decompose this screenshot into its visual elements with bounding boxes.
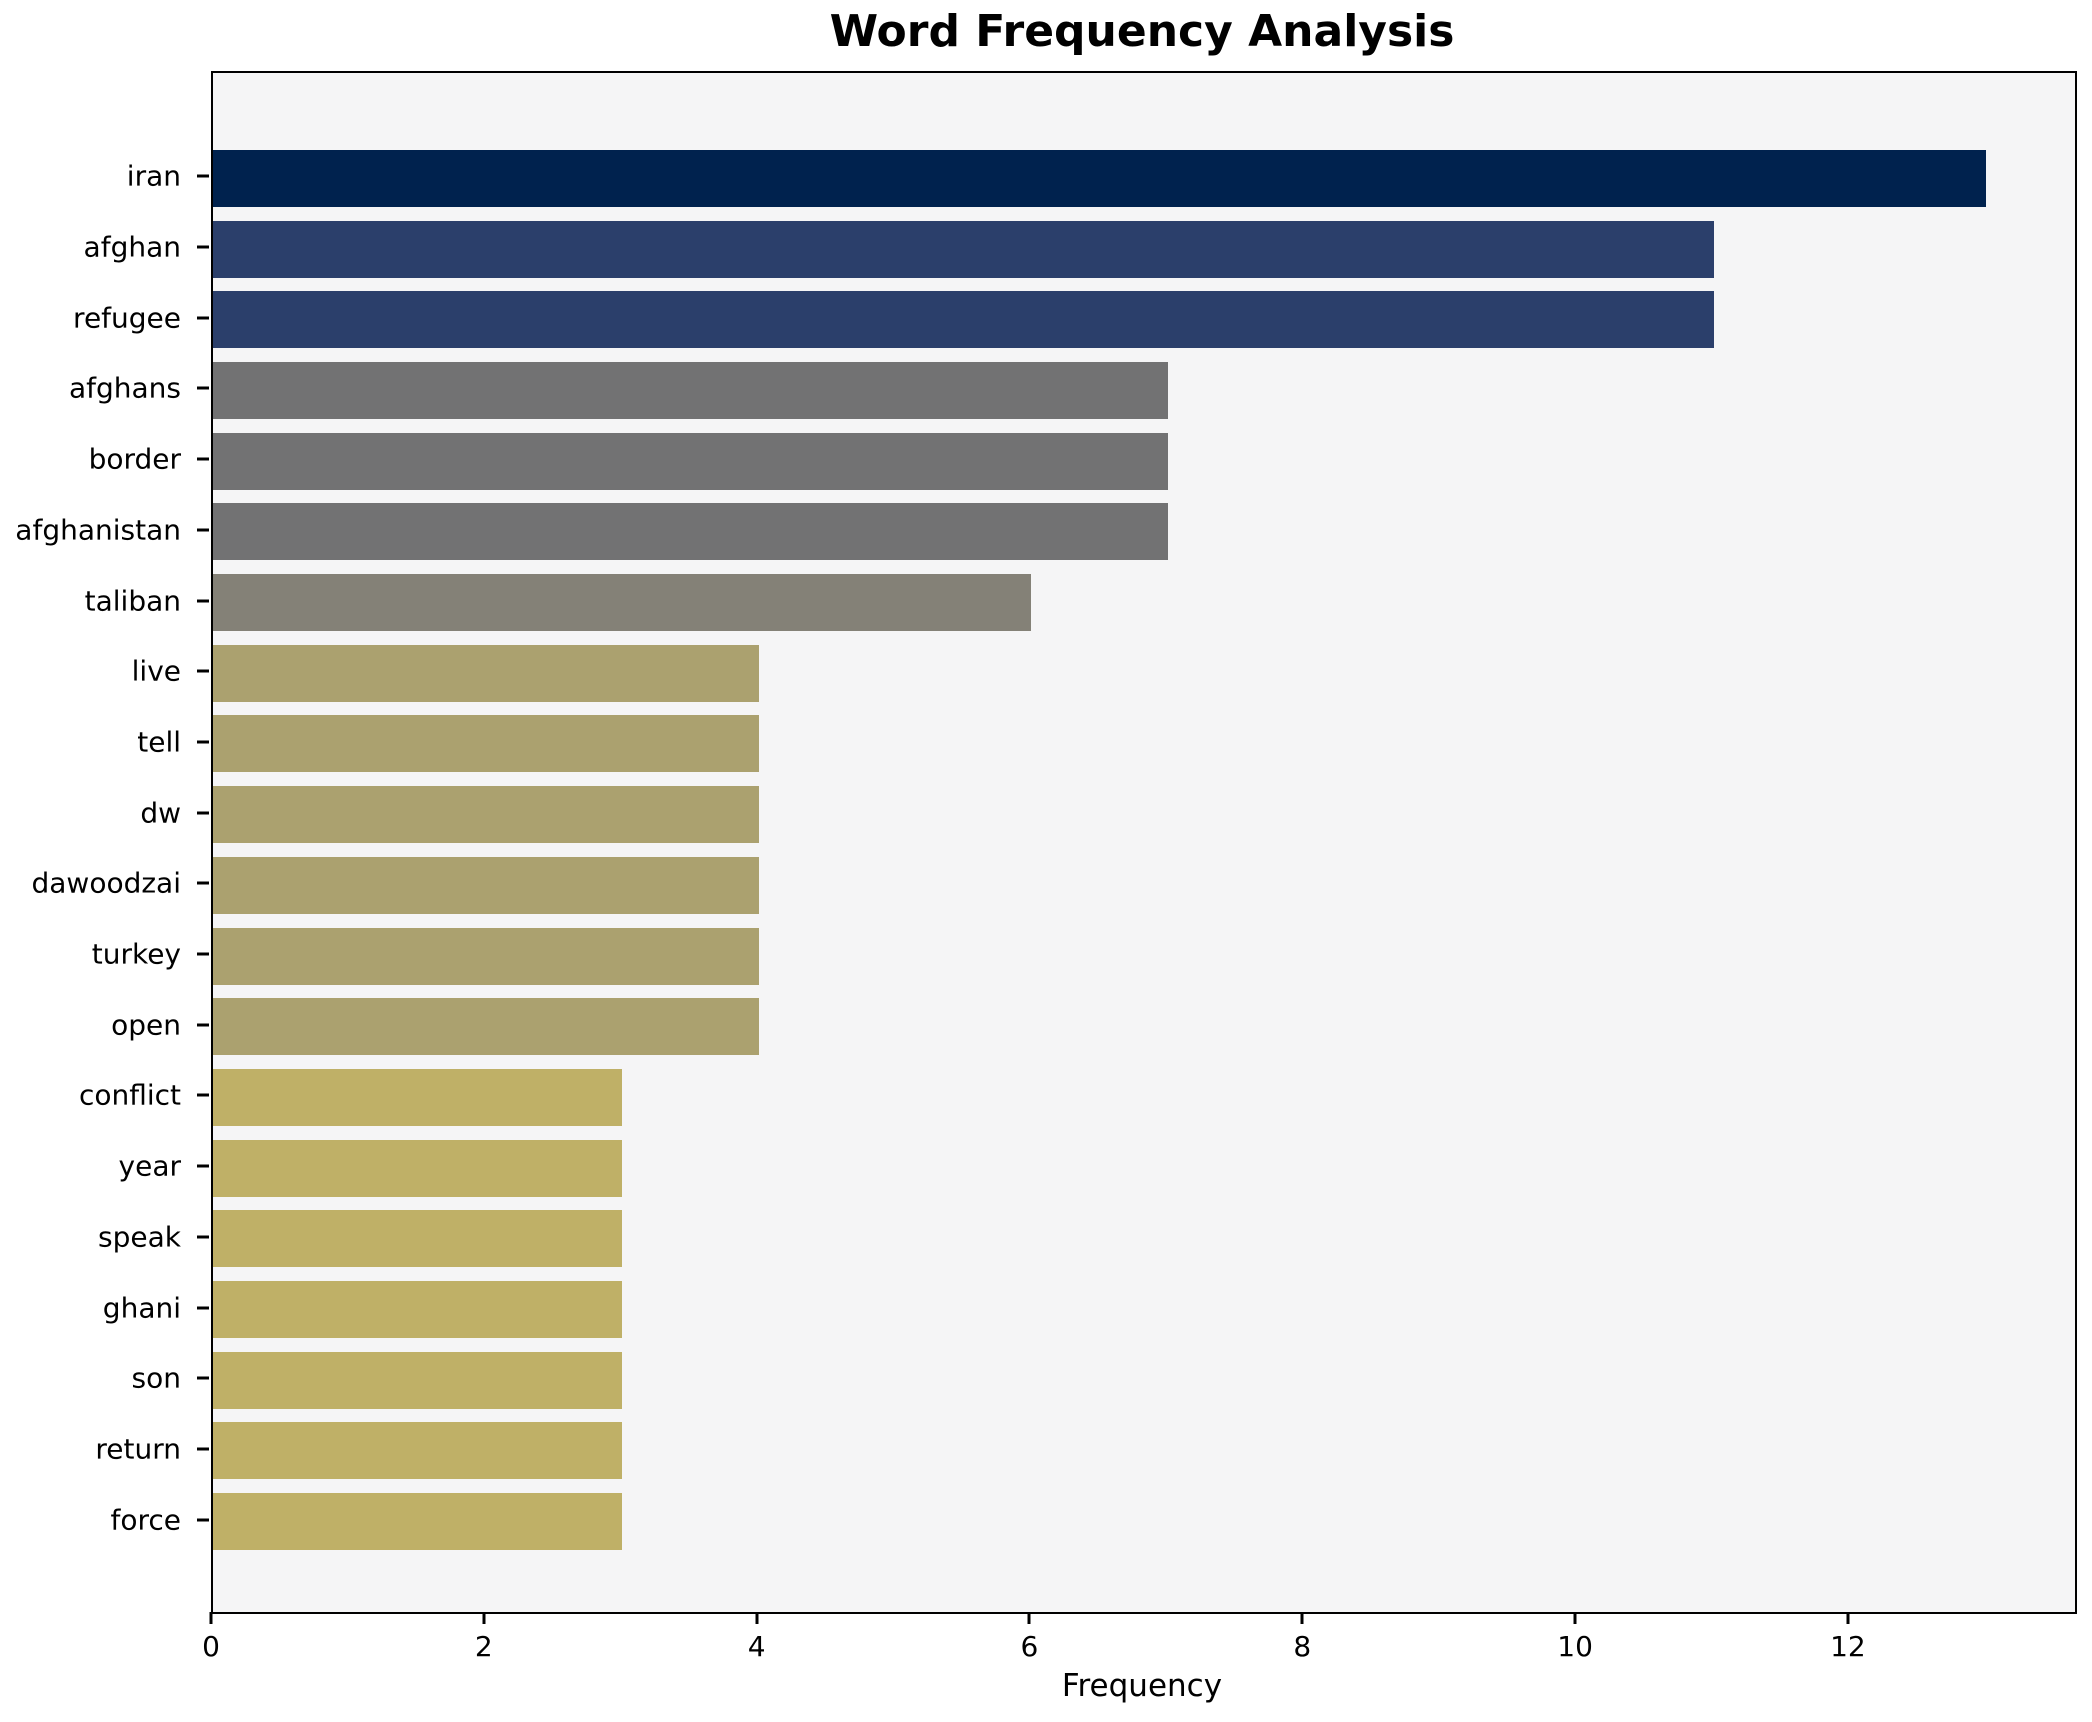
y-axis-label-refugee: refugee [73,301,181,335]
bar-dawoodzai [213,856,759,914]
y-axis-label-speak: speak [98,1220,181,1254]
y-tick-mark [197,386,209,390]
y-tick-mark [197,669,209,673]
y-tick-mark [197,1518,209,1522]
x-tick-mark [482,1612,486,1624]
x-tick-label-12: 12 [1830,1630,1866,1663]
bar-afghanistan [213,503,1168,561]
y-tick-mark [197,457,209,461]
x-tick-mark [1027,1612,1031,1624]
bar-speak [213,1210,623,1268]
y-axis-label-ghani: ghani [102,1291,181,1325]
bar-refugee [213,291,1714,349]
bar-tell [213,715,759,773]
bar-turkey [213,927,759,985]
x-tick-label-10: 10 [1557,1630,1593,1663]
y-axis-label-border: border [88,442,181,476]
y-tick-mark [197,881,209,885]
bar-year [213,1139,623,1197]
y-tick-mark [197,599,209,603]
bar-afghan [213,220,1714,278]
x-axis-gutter: 0 2 4 6 8 10 12 [202,1612,2073,1668]
bar-return [213,1422,623,1480]
y-axis-label-open: open [111,1008,181,1042]
y-tick-mark [197,1376,209,1380]
y-tick-mark [197,1023,209,1027]
y-axis-label-afghans: afghans [68,371,181,405]
chart-title: Word Frequency Analysis [829,6,1455,57]
x-tick-label-4: 4 [747,1630,766,1663]
bar-conflict [213,1068,623,1126]
bar-live [213,644,759,702]
y-tick-mark [197,740,209,744]
x-axis-label: Frequency [1061,1668,1223,1704]
y-axis-label-iran: iran [126,159,181,193]
y-axis-label-afghan: afghan [83,230,181,264]
y-tick-mark [197,952,209,956]
plot-area [211,71,2077,1614]
y-axis-label-tell: tell [137,725,181,759]
y-axis-label-son: son [131,1361,181,1395]
y-axis-label-year: year [118,1149,181,1183]
bar-open [213,998,759,1056]
y-axis-gutter: iran afghan refugee afghans border afghanista… [0,71,209,1610]
y-tick-mark [197,528,209,532]
x-tick-mark [209,1612,213,1624]
bar-son [213,1351,623,1409]
bar-iran [213,149,1987,207]
x-tick-label-0: 0 [202,1630,220,1663]
x-tick-mark [1300,1612,1304,1624]
y-tick-mark [197,1093,209,1097]
y-axis-label-dawoodzai: dawoodzai [31,866,181,900]
bar-afghans [213,361,1168,419]
y-tick-mark [197,316,209,320]
y-tick-mark [197,174,209,178]
bar-dw [213,786,759,844]
y-axis-label-live: live [131,654,181,688]
y-tick-mark [197,1447,209,1451]
x-tick-label-2: 2 [474,1630,493,1663]
y-tick-mark [197,1164,209,1168]
x-tick-mark [1573,1612,1577,1624]
y-axis-label-force: force [110,1503,181,1537]
bar-taliban [213,574,1032,632]
y-axis-label-taliban: taliban [84,584,181,618]
y-tick-mark [197,811,209,815]
x-tick-label-8: 8 [1293,1630,1312,1663]
bar-force [213,1493,623,1551]
y-axis-label-conflict: conflict [78,1078,181,1112]
y-axis-label-dw: dw [140,796,181,830]
y-axis-label-return: return [95,1432,181,1466]
x-tick-mark [1846,1612,1850,1624]
y-tick-mark [197,245,209,249]
bar-ghani [213,1281,623,1339]
bar-border [213,432,1168,490]
x-tick-label-6: 6 [1020,1630,1039,1663]
x-tick-mark [755,1612,759,1624]
y-tick-mark [197,1235,209,1239]
y-tick-mark [197,1306,209,1310]
y-axis-label-afghanistan: afghanistan [15,513,181,547]
y-axis-label-turkey: turkey [91,937,181,971]
